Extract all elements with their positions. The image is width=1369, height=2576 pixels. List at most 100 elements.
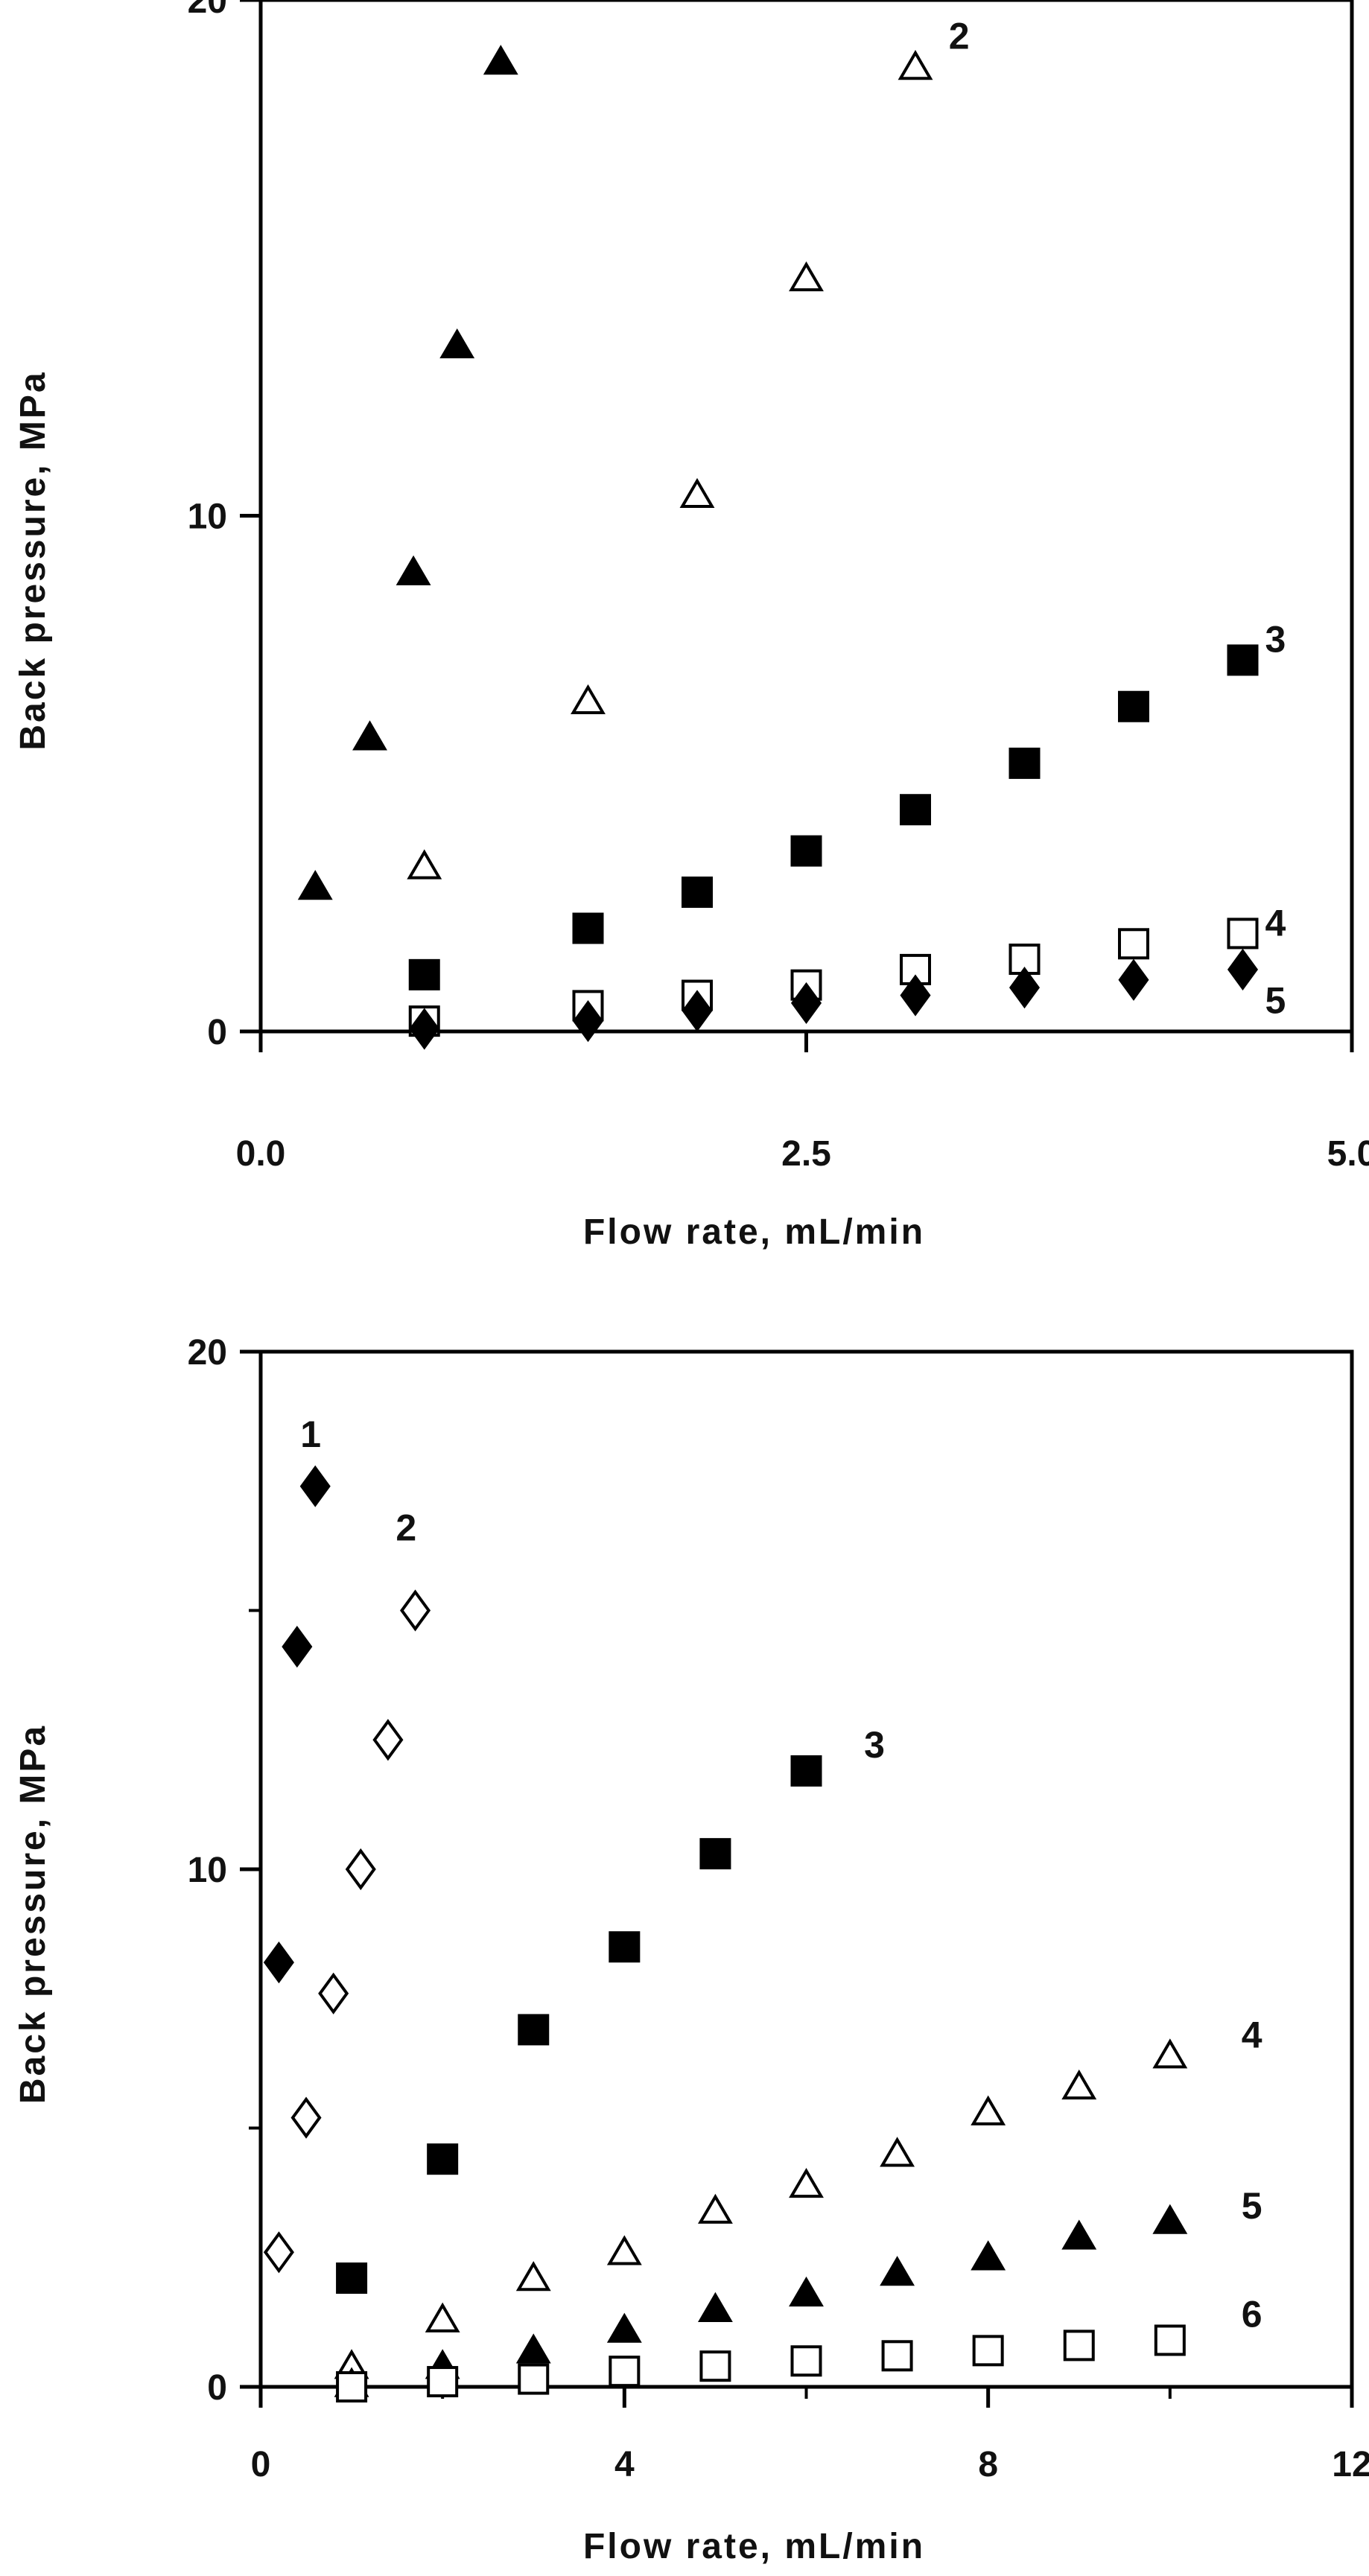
data-point (1009, 747, 1041, 779)
plot-frame (258, 1349, 1354, 2389)
data-point (439, 328, 475, 359)
data-point (881, 2340, 913, 2372)
y-tick-label: 0 (207, 1013, 227, 1052)
data-point (609, 1931, 641, 1963)
series-label-4: 4 (1265, 903, 1286, 944)
series-6: 6 (336, 2294, 1262, 2402)
y-tick-label: 20 (188, 1333, 227, 1373)
data-point (336, 2262, 368, 2294)
data-point (900, 974, 931, 1017)
data-point (971, 2095, 1006, 2125)
data-point (606, 2235, 642, 2265)
data-point (427, 2143, 459, 2175)
data-point (299, 1465, 331, 1507)
data-point (789, 261, 824, 292)
data-point (1152, 2038, 1188, 2069)
data-point (1154, 2324, 1186, 2356)
data-point (789, 2276, 824, 2307)
data-point (518, 2363, 550, 2395)
data-point (699, 1838, 731, 1870)
series-label-6: 6 (1242, 2294, 1262, 2335)
data-point (352, 720, 387, 751)
y-tick-label: 0 (207, 2368, 227, 2408)
series-1: 1 (263, 1413, 331, 1984)
data-point (290, 2096, 322, 2139)
data-point (679, 477, 715, 508)
series-3: 3 (408, 619, 1286, 990)
data-point (571, 684, 606, 714)
data-point (606, 2312, 642, 2343)
series-label-5: 5 (1265, 979, 1286, 1021)
data-point (898, 50, 933, 80)
data-point (900, 794, 931, 826)
data-point (1061, 2069, 1097, 2100)
data-point (263, 1941, 294, 1984)
data-point (1061, 2219, 1097, 2250)
series-label-4: 4 (1242, 2014, 1262, 2055)
y-tick-label: 10 (188, 497, 227, 537)
series-1: 1 (297, 45, 518, 900)
data-point (345, 1848, 376, 1891)
series-2: 2 (407, 15, 970, 880)
data-point (518, 2014, 550, 2046)
x-axis-title: Flow rate, mL/min (583, 1212, 925, 1252)
x-tick-label: 8 (978, 2445, 998, 2484)
data-point (1118, 690, 1149, 722)
y-axis-title: Back pressure, MPa (13, 370, 53, 750)
data-point (1063, 2329, 1095, 2362)
data-point (336, 2371, 368, 2402)
series-label-3: 3 (864, 1724, 885, 1766)
data-point (1152, 2204, 1188, 2234)
data-point (1227, 948, 1259, 990)
data-point (790, 982, 822, 1025)
series-label-5: 5 (1242, 2185, 1262, 2227)
chart-top-panel: 0.0 2.5 5.0 0 10 20 Flow rate, mL/min Back pres… (13, 0, 1369, 1252)
y-axis-title: Back pressure, MPa (13, 1724, 53, 2104)
data-point (372, 1719, 404, 1761)
data-point (396, 555, 431, 585)
y-tick-label: 10 (188, 1851, 227, 1890)
series-label-2: 2 (396, 1507, 416, 1548)
data-point (407, 849, 442, 880)
series-4: 4 (334, 2014, 1262, 2379)
data-point (318, 1972, 349, 2014)
data-point (572, 912, 604, 944)
data-point (682, 990, 713, 1032)
data-point (880, 2256, 915, 2286)
series-3: 3 (336, 1724, 885, 2294)
x-tick-label: 12 (1332, 2445, 1369, 2484)
data-point (263, 2231, 294, 2274)
data-point (880, 2137, 915, 2167)
x-tick-label: 0 (251, 2445, 271, 2484)
data-point (1118, 928, 1149, 960)
series-4: 4 (408, 903, 1286, 1037)
data-point (699, 2350, 731, 2382)
data-point (515, 2261, 551, 2292)
data-point (427, 2366, 459, 2398)
data-point (425, 2302, 460, 2332)
data-point (408, 958, 440, 990)
data-point (609, 2356, 641, 2388)
data-point (789, 2167, 824, 2198)
x-tick-label: 5.0 (1327, 1134, 1369, 1174)
data-point (515, 2333, 551, 2364)
series-2: 2 (263, 1507, 431, 2274)
x-tick-label: 0.0 (236, 1134, 286, 1174)
data-point (1227, 644, 1259, 676)
data-point (1009, 967, 1041, 1009)
x-tick-label: 2.5 (781, 1134, 831, 1174)
data-point (697, 2193, 733, 2224)
data-point (790, 1755, 822, 1787)
data-point (572, 1000, 604, 1043)
data-point (409, 1008, 440, 1050)
x-axis-title: Flow rate, mL/min (583, 2527, 925, 2566)
series-label-3: 3 (1265, 619, 1286, 661)
data-point (682, 877, 713, 909)
data-point (297, 870, 333, 900)
data-point (697, 2292, 733, 2322)
data-point (400, 1589, 431, 1632)
data-point (971, 2240, 1006, 2271)
data-point (483, 45, 518, 75)
